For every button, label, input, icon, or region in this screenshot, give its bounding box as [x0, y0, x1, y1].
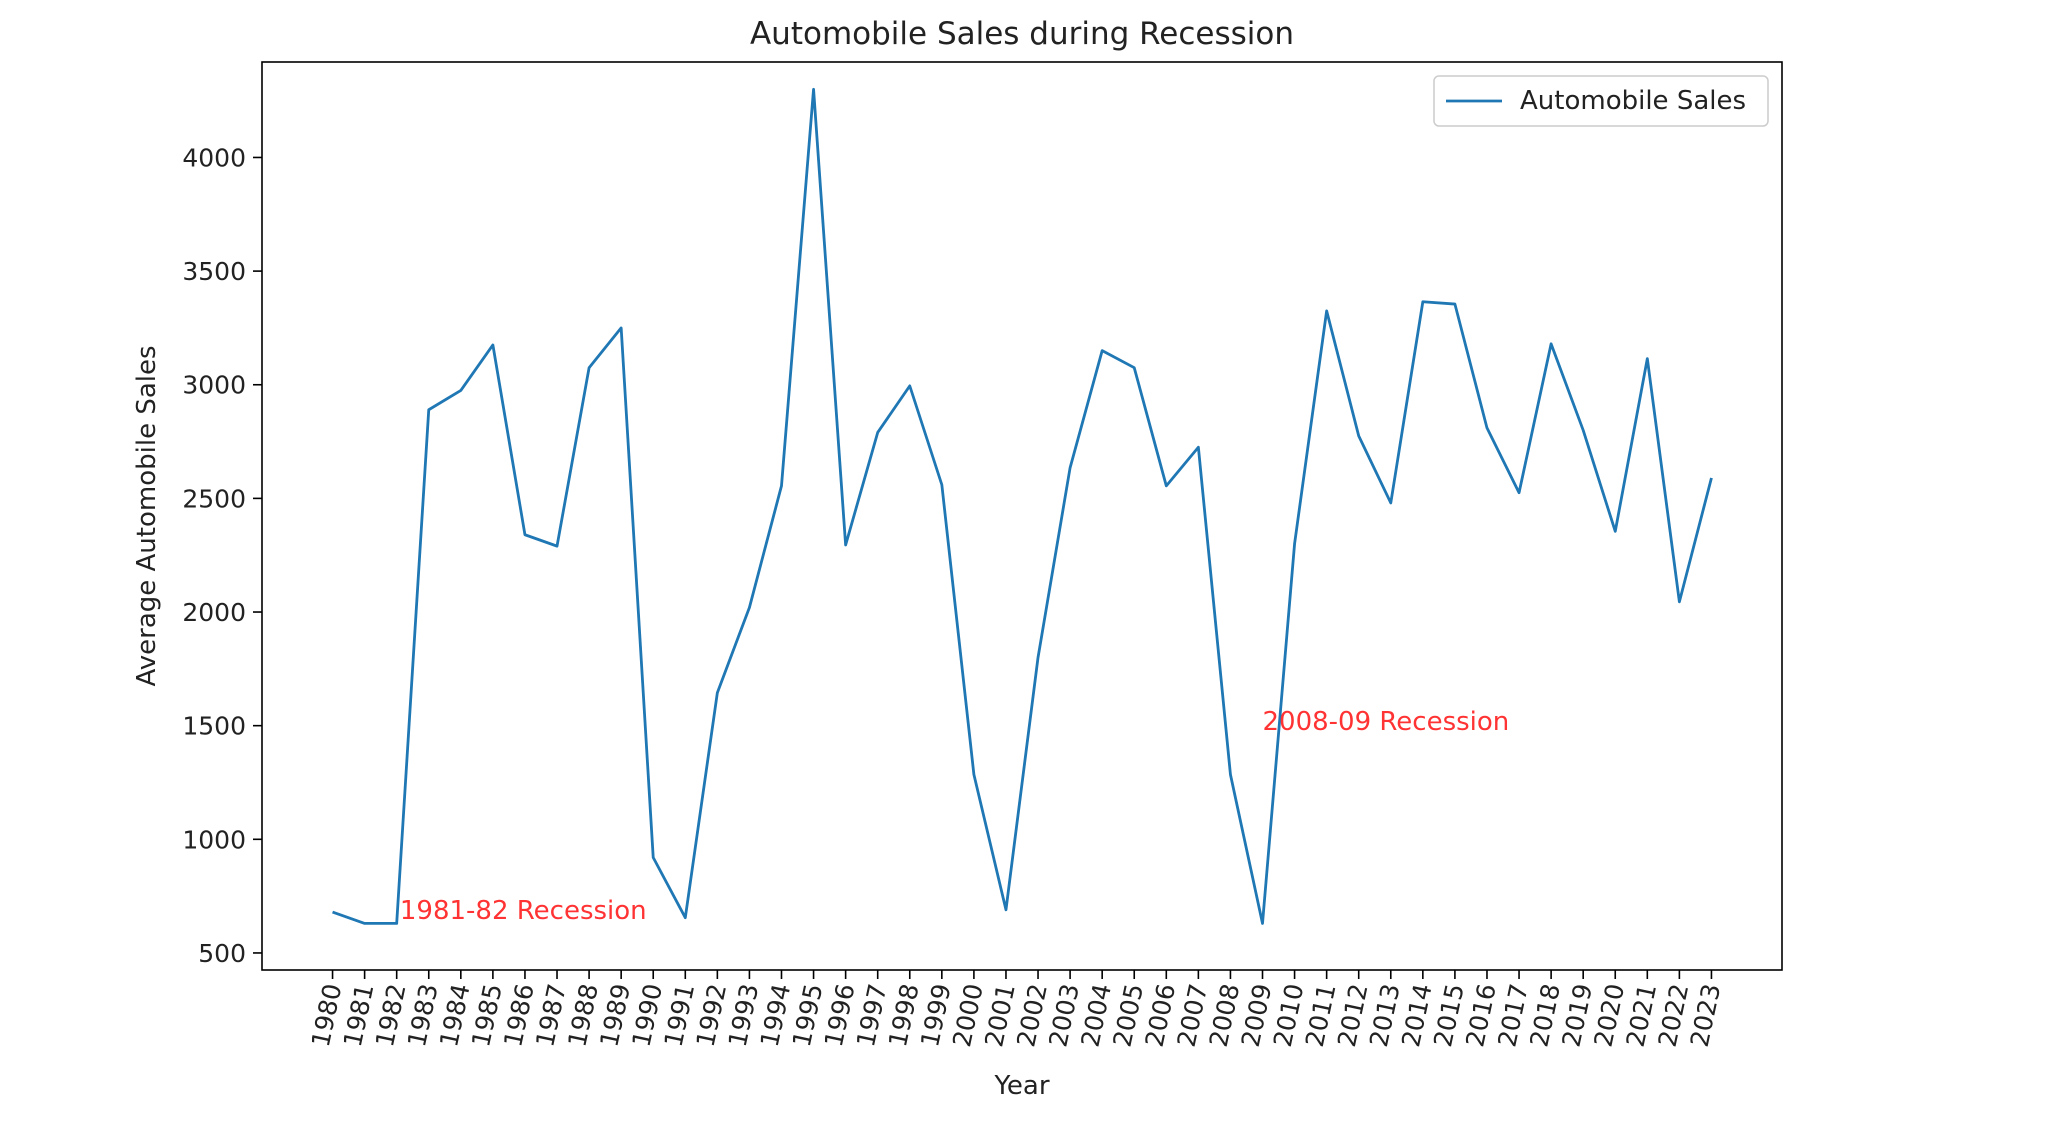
- y-tick-label: 3500: [182, 257, 246, 286]
- y-axis-label: Average Automobile Sales: [132, 345, 162, 686]
- x-axis-label: Year: [993, 1071, 1049, 1101]
- y-tick-label: 1500: [182, 712, 246, 741]
- legend-label: Automobile Sales: [1520, 86, 1746, 116]
- x-axis-ticks: 1980198119821983198419851986198719881989…: [306, 970, 1726, 1049]
- y-axis-ticks: 500 1000 1500 2000 2500 3000 3500 4000: [182, 143, 262, 968]
- y-tick-label: 2500: [182, 484, 246, 513]
- y-tick-label: 3000: [182, 371, 246, 400]
- annotation-label: 2008-09 Recession: [1263, 707, 1510, 737]
- chart-legend: Automobile Sales: [1433, 75, 1769, 127]
- annotation-label: 1981-82 Recession: [400, 896, 647, 926]
- series-line-automobile-sales: [332, 87, 1713, 925]
- plot-frame: [261, 61, 1783, 971]
- chart-title: Automobile Sales during Recession: [750, 16, 1294, 52]
- y-tick-label: 500: [198, 939, 246, 968]
- y-tick-label: 1000: [182, 825, 246, 854]
- y-tick-label: 4000: [182, 143, 246, 172]
- legend-box: [1433, 75, 1769, 127]
- y-tick-label: 2000: [182, 598, 246, 627]
- chart-annotations: 1981-82 Recession 2008-09 Recession: [400, 707, 1509, 926]
